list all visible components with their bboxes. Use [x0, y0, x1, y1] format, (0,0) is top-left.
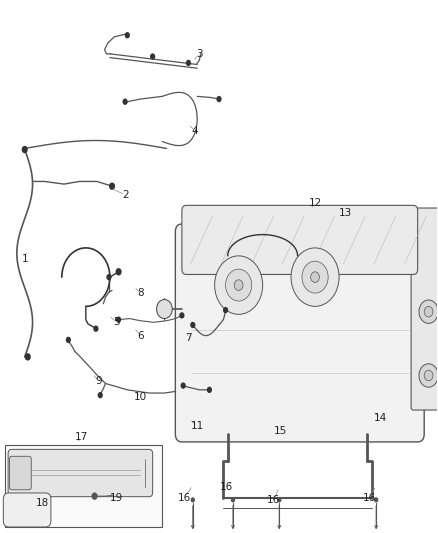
Text: 7: 7: [185, 333, 192, 343]
Text: 19: 19: [110, 492, 123, 503]
Circle shape: [186, 60, 191, 66]
FancyBboxPatch shape: [4, 493, 51, 527]
Circle shape: [311, 272, 319, 282]
Circle shape: [123, 99, 128, 105]
Circle shape: [116, 268, 122, 276]
Circle shape: [231, 497, 235, 503]
Text: 16: 16: [177, 492, 191, 503]
Circle shape: [98, 392, 103, 398]
Text: 16: 16: [220, 482, 233, 492]
Text: 12: 12: [308, 198, 321, 208]
Circle shape: [291, 248, 339, 306]
Circle shape: [424, 306, 433, 317]
Circle shape: [302, 261, 328, 293]
Circle shape: [226, 269, 252, 301]
Circle shape: [234, 280, 243, 290]
FancyBboxPatch shape: [411, 208, 438, 410]
Text: 15: 15: [273, 426, 287, 437]
Circle shape: [190, 322, 195, 328]
Circle shape: [93, 326, 99, 332]
Circle shape: [21, 146, 28, 154]
Circle shape: [419, 364, 438, 387]
Text: 8: 8: [137, 288, 144, 298]
Text: 17: 17: [75, 432, 88, 442]
Circle shape: [374, 497, 378, 503]
Text: 14: 14: [374, 413, 387, 423]
Circle shape: [25, 353, 31, 361]
Circle shape: [223, 307, 228, 313]
Text: 4: 4: [192, 126, 198, 136]
Circle shape: [180, 382, 186, 389]
Circle shape: [277, 497, 282, 503]
Circle shape: [207, 386, 212, 393]
Text: 2: 2: [122, 190, 128, 200]
Circle shape: [215, 256, 263, 314]
FancyBboxPatch shape: [8, 449, 152, 497]
Text: 16: 16: [267, 495, 280, 505]
FancyBboxPatch shape: [175, 224, 424, 442]
Circle shape: [216, 96, 222, 102]
Text: 5: 5: [113, 317, 120, 327]
Circle shape: [419, 300, 438, 324]
Circle shape: [424, 370, 433, 381]
FancyBboxPatch shape: [182, 205, 418, 274]
Text: 11: 11: [191, 421, 204, 431]
Text: 9: 9: [95, 376, 102, 386]
Text: 13: 13: [339, 208, 352, 219]
Circle shape: [191, 497, 195, 503]
Circle shape: [156, 300, 172, 319]
Circle shape: [116, 317, 121, 323]
Text: 3: 3: [196, 49, 203, 59]
Circle shape: [66, 337, 71, 343]
Circle shape: [150, 53, 155, 60]
Text: 18: 18: [35, 498, 49, 508]
Text: 16: 16: [363, 492, 376, 503]
Text: 1: 1: [21, 254, 28, 263]
Circle shape: [125, 32, 130, 38]
Bar: [5, 445, 162, 527]
Text: 6: 6: [137, 330, 144, 341]
Circle shape: [92, 492, 98, 500]
Circle shape: [109, 182, 115, 190]
FancyBboxPatch shape: [10, 456, 31, 490]
Circle shape: [179, 312, 184, 319]
Circle shape: [106, 274, 112, 280]
Text: 10: 10: [134, 392, 147, 402]
